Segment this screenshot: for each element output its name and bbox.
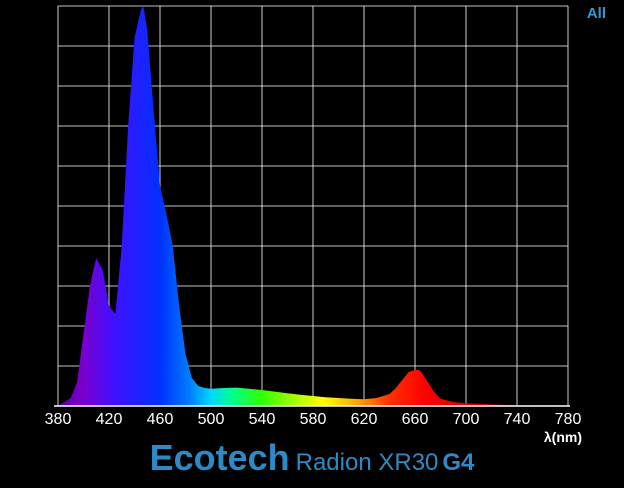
x-tick-label: 460 xyxy=(147,411,174,428)
spectrum-area xyxy=(58,6,568,406)
x-tick-label: 380 xyxy=(45,411,72,428)
x-tick-label: 420 xyxy=(96,411,123,428)
x-tick-label: 580 xyxy=(300,411,327,428)
x-axis-label: λ(nm) xyxy=(544,429,582,445)
legend-label: All xyxy=(587,5,606,22)
x-tick-label: 740 xyxy=(504,411,531,428)
x-tick-label: 780 xyxy=(555,411,582,428)
brand-generation: G4 xyxy=(442,449,475,476)
x-tick-label: 540 xyxy=(249,411,276,428)
x-axis: 380 420 460 500 540 580 620 660 700 740 780 xyxy=(45,405,582,428)
x-tick-label: 620 xyxy=(351,411,378,428)
x-tick-label: 500 xyxy=(198,411,225,428)
brand-model: Radion XR30 xyxy=(295,449,439,476)
brand-caption: Ecotech Radion XR30 G4 xyxy=(0,436,624,488)
x-tick-label: 700 xyxy=(453,411,480,428)
x-tick-label: 660 xyxy=(402,411,429,428)
brand-name: Ecotech xyxy=(149,437,290,478)
